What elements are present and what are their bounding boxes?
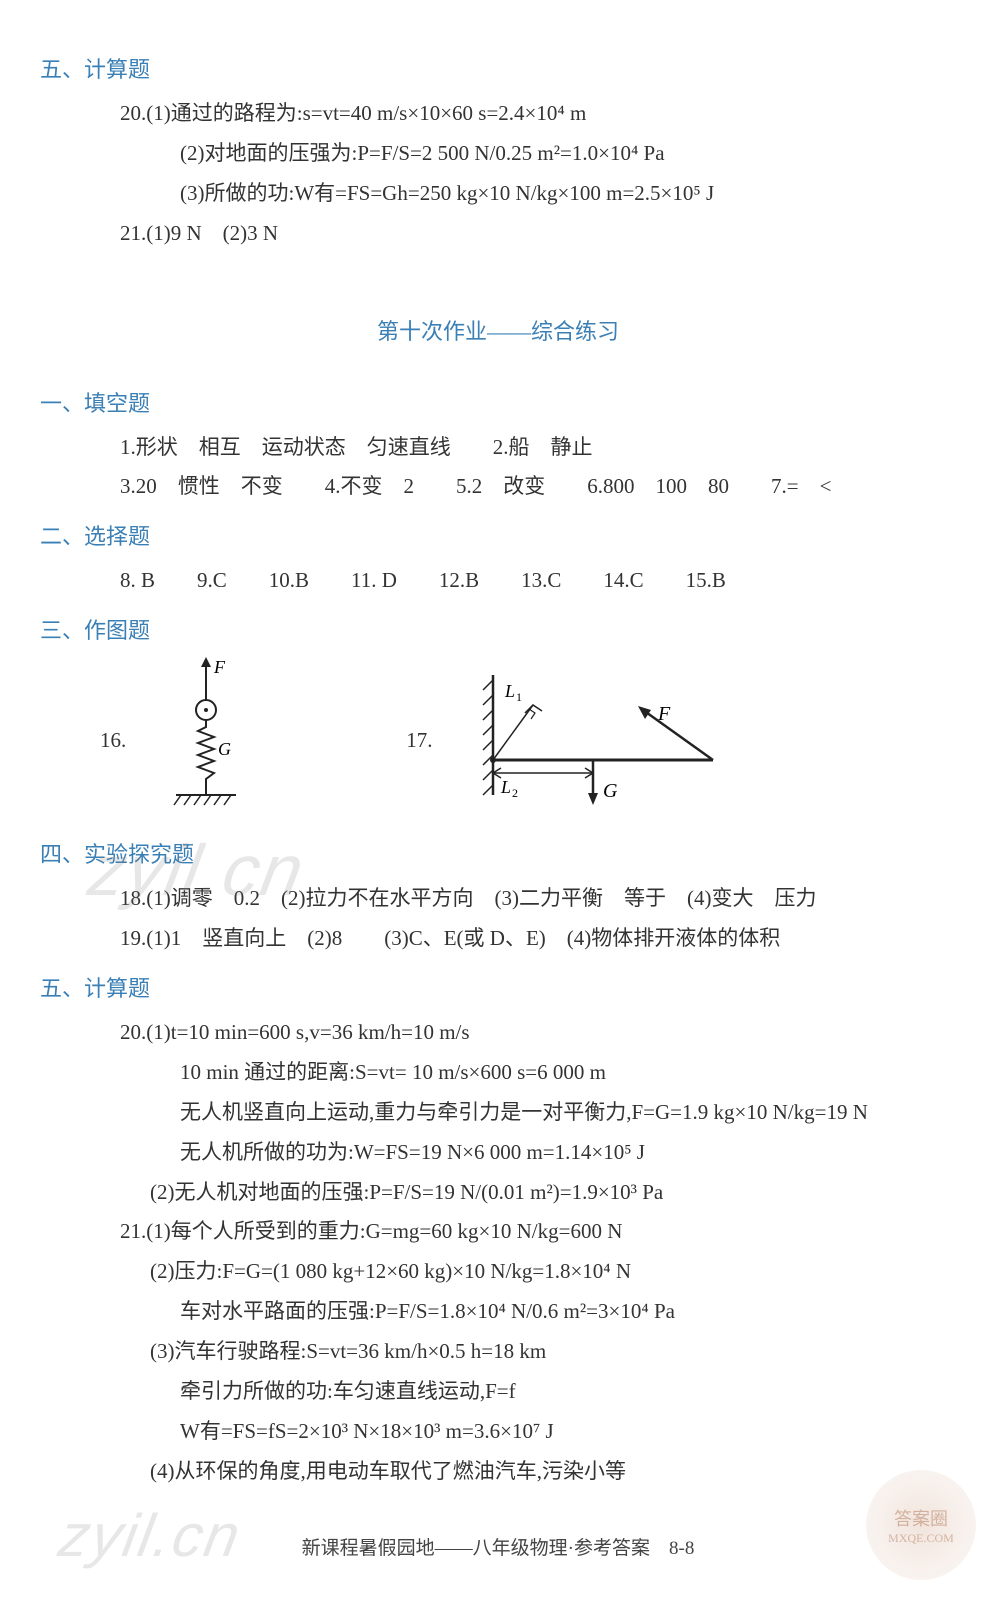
section3-heading: 三、作图题 <box>40 613 956 645</box>
q20-1: 20.(1)通过的路程为:s=vt=40 m/s×10×60 s=2.4×10⁴… <box>120 94 956 134</box>
svg-text:G: G <box>218 739 231 759</box>
q20-3: (3)所做的功:W有=FS=Gh=250 kg×10 N/kg×100 m=2.… <box>180 174 956 214</box>
svg-text:L: L <box>500 777 511 797</box>
section5a-heading: 五、计算题 <box>40 52 956 84</box>
s5b-q20-5: (2)无人机对地面的压强:P=F/S=19 N/(0.01 m²)=1.9×10… <box>150 1173 956 1213</box>
svg-text:1: 1 <box>516 690 522 704</box>
q17-label: 17. <box>406 728 432 753</box>
s5b-q21-7: (4)从环保的角度,用电动车取代了燃油汽车,污染小等 <box>150 1452 956 1492</box>
section1-heading: 一、填空题 <box>40 386 956 418</box>
s5b-q21-4: (3)汽车行驶路程:S=vt=36 km/h×0.5 h=18 km <box>150 1332 956 1372</box>
svg-text:2: 2 <box>512 786 518 800</box>
diagram-row: 16. F G 17. <box>100 655 956 825</box>
s2-l1: 8. B 9.C 10.B 11. D 12.B 13.C 14.C 15.B <box>120 561 956 601</box>
q21: 21.(1)9 N (2)3 N <box>120 214 956 254</box>
s1-l1: 1.形状 相互 运动状态 匀速直线 2.船 静止 <box>120 428 956 468</box>
diagram-17-lever: F L 1 G L 2 <box>463 665 743 815</box>
chapter-title: 第十次作业——综合练习 <box>40 314 956 346</box>
s1-l2: 3.20 惯性 不变 4.不变 2 5.2 改变 6.800 100 80 7.… <box>120 467 956 507</box>
q20-2: (2)对地面的压强为:P=F/S=2 500 N/0.25 m²=1.0×10⁴… <box>180 134 956 174</box>
s4-q19: 19.(1)1 竖直向上 (2)8 (3)C、E(或 D、E) (4)物体排开液… <box>120 919 956 959</box>
s5b-q20-4: 无人机所做的功为:W=FS=19 N×6 000 m=1.14×10⁵ J <box>180 1133 956 1173</box>
badge-line1: 答案圈 <box>894 1505 948 1531</box>
svg-text:F: F <box>657 703 671 725</box>
q16-label: 16. <box>100 728 126 753</box>
section5b-heading: 五、计算题 <box>40 971 956 1003</box>
s4-q18: 18.(1)调零 0.2 (2)拉力不在水平方向 (3)二力平衡 等于 (4)变… <box>120 879 956 919</box>
s5b-q21-3: 车对水平路面的压强:P=F/S=1.8×10⁴ N/0.6 m²=3×10⁴ P… <box>180 1292 956 1332</box>
s5b-q20-1: 20.(1)t=10 min=600 s,v=36 km/h=10 m/s <box>120 1013 956 1053</box>
svg-text:G: G <box>603 780 618 802</box>
diagram-16-spring: F G <box>156 655 256 825</box>
s5b-q20-2: 10 min 通过的距离:S=vt= 10 m/s×600 s=6 000 m <box>180 1053 956 1093</box>
section2-heading: 二、选择题 <box>40 519 956 551</box>
svg-text:L: L <box>504 681 515 701</box>
s5b-q20-3: 无人机竖直向上运动,重力与牵引力是一对平衡力,F=G=1.9 kg×10 N/k… <box>180 1093 956 1133</box>
s5b-q21-6: W有=FS=fS=2×10³ N×18×10³ m=3.6×10⁷ J <box>180 1412 956 1452</box>
s5b-q21-5: 牵引力所做的功:车匀速直线运动,F=f <box>180 1372 956 1412</box>
s5b-q21-2: (2)压力:F=G=(1 080 kg+12×60 kg)×10 N/kg=1.… <box>150 1252 956 1292</box>
svg-text:F: F <box>213 657 226 677</box>
s5b-q21-1: 21.(1)每个人所受到的重力:G=mg=60 kg×10 N/kg=600 N <box>120 1212 956 1252</box>
section4-heading: 四、实验探究题 <box>40 837 956 869</box>
page-footer: 新课程暑假园地——八年级物理·参考答案 8-8 <box>40 1533 956 1560</box>
